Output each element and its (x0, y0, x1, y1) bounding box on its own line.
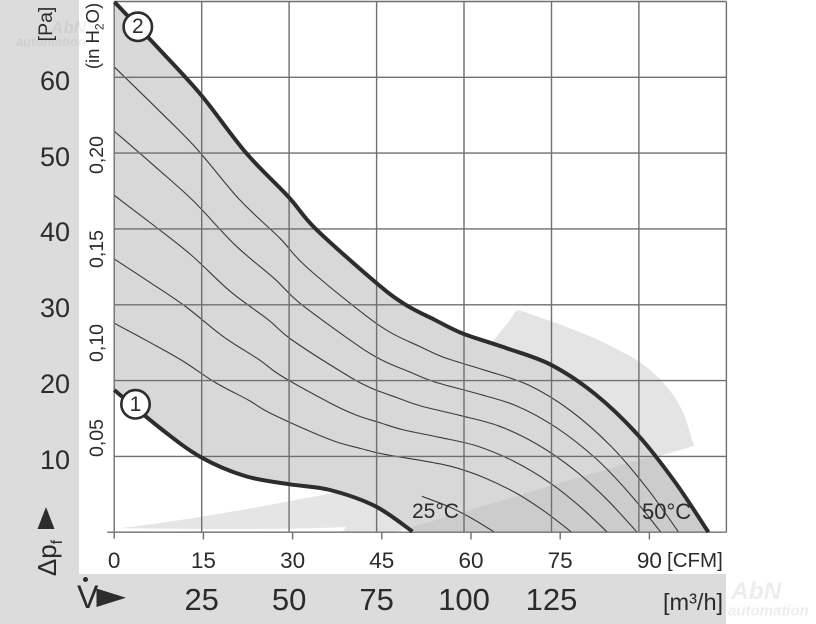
svg-text:automation: automation (728, 603, 809, 620)
svg-text:automation: automation (16, 34, 86, 49)
svg-text:AbN: AbN (50, 18, 87, 37)
svg-text:AbN: AbN (730, 578, 783, 605)
